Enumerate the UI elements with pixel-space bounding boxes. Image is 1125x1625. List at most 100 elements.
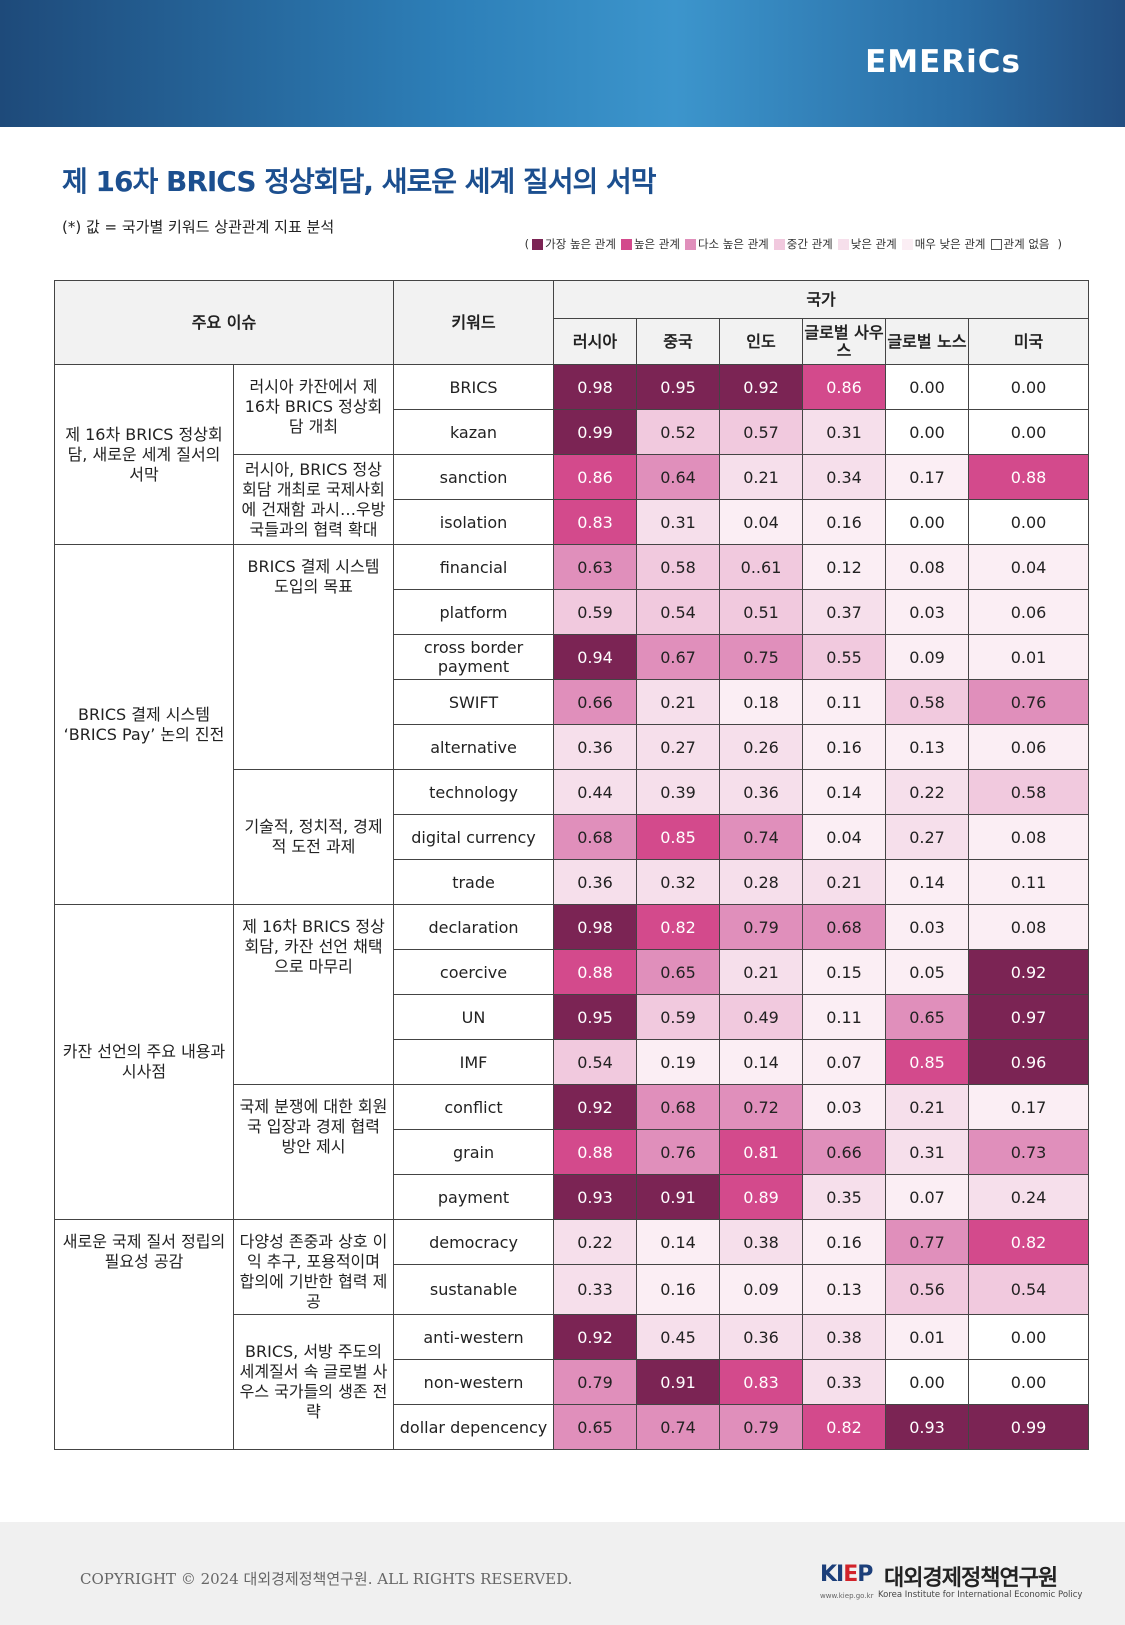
value-cell-china: 0.68	[636, 1084, 721, 1130]
table-row: 기술적, 정치적, 경제적 도전 과제 technology 0.44 0.39 0.3…	[55, 769, 1090, 905]
legend-swatch	[773, 238, 785, 250]
header-country-global-north: 글로벌 노스	[885, 318, 970, 365]
footer: COPYRIGHT © 2024 대외경제정책연구원. ALL RIGHTS R…	[0, 1522, 1125, 1625]
value-cell-china: 0.91	[636, 1174, 721, 1220]
value-cell-usa: 0.88	[968, 454, 1090, 500]
value-cell-russia: 0.99	[553, 409, 638, 455]
legend-close: )	[1057, 237, 1063, 251]
keyword-cell: payment	[393, 1174, 555, 1220]
value-cell-india: 0.21	[719, 949, 804, 995]
value-cell-usa: 0.06	[968, 724, 1090, 770]
issue-cell: 새로운 국제 질서 정립의 필요성 공감	[54, 1219, 234, 1450]
keyword-cell: technology	[393, 769, 555, 815]
keyword-cell: cross border payment	[393, 634, 555, 680]
table-row: dollar depencency 0.65 0.74 0.79 0.82 0.93 0.9…	[55, 1404, 1090, 1450]
value-cell-china: 0.76	[636, 1129, 721, 1175]
value-cell-usa: 0.97	[968, 994, 1090, 1040]
keyword-cell: UN	[393, 994, 555, 1040]
value-cell-china: 0.82	[636, 904, 721, 950]
table-row: 국제 분쟁에 대한 회원국 입장과 경제 협력 방안 제시 conflict 0.9…	[55, 1084, 1090, 1220]
value-cell-india: 0.26	[719, 724, 804, 770]
value-cell-usa: 0.01	[968, 634, 1090, 680]
value-cell-india: 0.83	[719, 1359, 804, 1405]
kiep-logo: KIEP	[820, 1562, 873, 1587]
header-country-global-south: 글로벌 사우스	[802, 318, 887, 365]
kiep-name-korean: 대외경제정책연구원	[884, 1566, 1058, 1591]
keyword-cell: democracy	[393, 1219, 555, 1265]
kiep-name-english: Korea Institute for International Econom…	[878, 1590, 1083, 1600]
legend-label: 높은 관계	[633, 237, 680, 251]
value-cell-usa: 0.76	[968, 679, 1090, 725]
table-row: 카잔 선언의 주요 내용과 시사점 제 16차 BRICS 정상회담, 카잔 선언…	[54, 904, 1090, 1220]
value-cell-global-north: 0.13	[885, 724, 970, 770]
legend-item: 중간 관계	[773, 236, 833, 252]
kiep-url: www.kiep.go.kr	[820, 1592, 874, 1600]
value-cell-russia: 0.88	[553, 949, 638, 995]
value-cell-russia: 0.36	[553, 859, 638, 905]
value-cell-global-south: 0.38	[802, 1314, 887, 1360]
value-cell-india: 0.81	[719, 1129, 804, 1175]
value-cell-russia: 0.93	[553, 1174, 638, 1220]
legend-item: 높은 관계	[620, 236, 680, 252]
value-cell-india: 0.04	[719, 499, 804, 545]
sub-issue-cell: BRICS 결제 시스템 도입의 목표	[232, 544, 395, 770]
value-cell-usa: 0.00	[968, 409, 1090, 455]
value-cell-usa: 0.08	[968, 904, 1090, 950]
sub-issue-cell: 러시아, BRICS 정상회담 개최로 국제사회에 건재함 과시…우방국들과의 …	[232, 454, 395, 545]
value-cell-russia: 0.44	[553, 769, 638, 815]
table-row: sustanable 0.33 0.16 0.09 0.13 0.56 0.54	[55, 1264, 1090, 1315]
value-cell-global-north: 0.00	[885, 499, 970, 545]
value-cell-india: 0.57	[719, 409, 804, 455]
table-row: grain 0.88 0.76 0.81 0.66 0.31 0.73	[55, 1129, 1090, 1175]
header-country-india: 인도	[719, 318, 804, 365]
keyword-cell: trade	[393, 859, 555, 905]
value-cell-global-north: 0.77	[885, 1219, 970, 1265]
keyword-cell: IMF	[393, 1039, 555, 1085]
table-row: kazan 0.99 0.52 0.57 0.31 0.00 0.00	[55, 409, 1090, 455]
keyword-cell: digital currency	[393, 814, 555, 860]
table-row: alternative 0.36 0.27 0.26 0.16 0.13 0.06	[55, 724, 1090, 770]
value-cell-global-north: 0.00	[885, 1359, 970, 1405]
value-cell-global-south: 0.11	[802, 679, 887, 725]
header-country-usa: 미국	[968, 318, 1090, 365]
value-cell-india: 0.51	[719, 589, 804, 635]
value-cell-india: 0.09	[719, 1264, 804, 1315]
value-cell-china: 0.19	[636, 1039, 721, 1085]
value-cell-usa: 0.00	[968, 499, 1090, 545]
value-cell-global-south: 0.11	[802, 994, 887, 1040]
table-row: payment 0.93 0.91 0.89 0.35 0.07 0.24	[55, 1174, 1090, 1220]
table-row: non-western 0.79 0.91 0.83 0.33 0.00 0.00	[55, 1359, 1090, 1405]
keyword-cell: declaration	[393, 904, 555, 950]
value-cell-india: 0..61	[719, 544, 804, 590]
value-cell-china: 0.31	[636, 499, 721, 545]
value-cell-china: 0.14	[636, 1219, 721, 1265]
value-cell-global-south: 0.16	[802, 1219, 887, 1265]
value-cell-russia: 0.83	[553, 499, 638, 545]
value-cell-global-south: 0.37	[802, 589, 887, 635]
value-cell-global-north: 0.03	[885, 904, 970, 950]
table-row: UN 0.95 0.59 0.49 0.11 0.65 0.97	[55, 994, 1090, 1040]
page-title: 제 16차 BRICS 정상회담, 새로운 세계 질서의 서막	[62, 165, 657, 198]
header-country-russia: 러시아	[553, 318, 638, 365]
value-cell-global-south: 0.31	[802, 409, 887, 455]
value-cell-global-south: 0.35	[802, 1174, 887, 1220]
value-cell-global-south: 0.13	[802, 1264, 887, 1315]
value-cell-russia: 0.86	[553, 454, 638, 500]
keyword-cell: dollar depencency	[393, 1404, 555, 1450]
legend-label: 중간 관계	[786, 237, 833, 251]
value-cell-china: 0.58	[636, 544, 721, 590]
value-cell-china: 0.85	[636, 814, 721, 860]
value-cell-russia: 0.68	[553, 814, 638, 860]
value-cell-usa: 0.04	[968, 544, 1090, 590]
value-cell-global-north: 0.07	[885, 1174, 970, 1220]
issue-cell: BRICS 결제 시스템 ‘BRICS Pay’ 논의 진전	[54, 544, 234, 905]
value-cell-china: 0.59	[636, 994, 721, 1040]
value-cell-global-south: 0.86	[802, 364, 887, 410]
value-cell-russia: 0.92	[553, 1084, 638, 1130]
keyword-cell: platform	[393, 589, 555, 635]
value-cell-india: 0.89	[719, 1174, 804, 1220]
value-cell-usa: 0.99	[968, 1404, 1090, 1450]
value-cell-china: 0.74	[636, 1404, 721, 1450]
value-cell-russia: 0.98	[553, 904, 638, 950]
sub-issue-cell: 다양성 존중과 상호 이익 추구, 포용적이며 합의에 기반한 협력 제공	[232, 1219, 395, 1315]
